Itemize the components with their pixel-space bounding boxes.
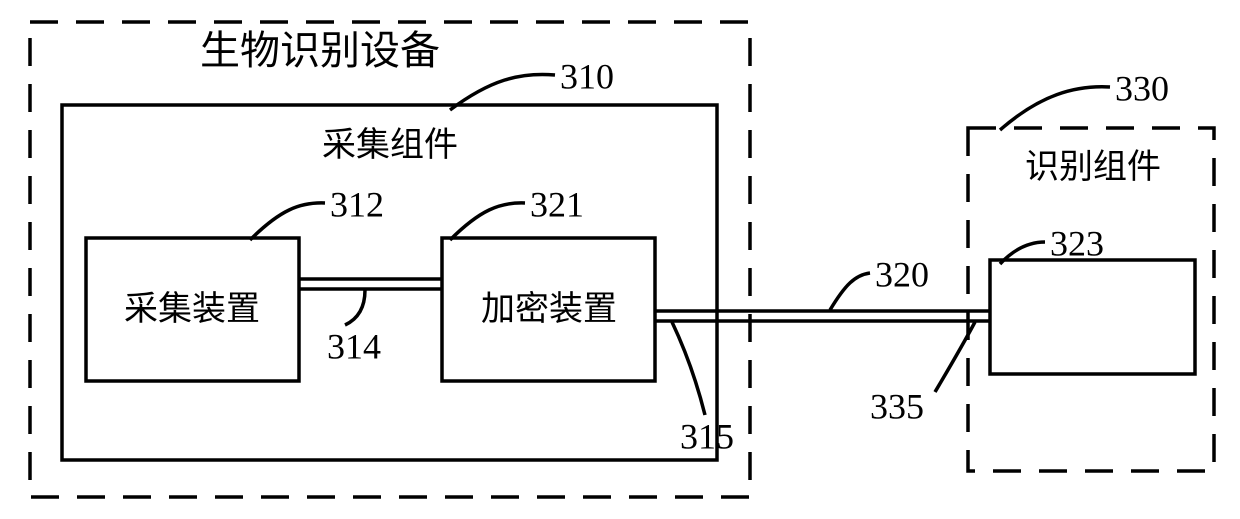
ref-314: 314 <box>327 326 381 366</box>
collect-component-label: 采集组件 <box>322 126 458 164</box>
leader-320 <box>830 273 870 310</box>
ref-323: 323 <box>1050 223 1104 263</box>
ref-321: 321 <box>530 184 584 224</box>
leader-314 <box>345 290 365 325</box>
bio-device-title: 生物识别设备 <box>200 28 440 73</box>
leader-330 <box>1000 87 1110 130</box>
block-diagram: 生物识别设备 310 采集组件 采集装置 312 加密装置 321 314 31… <box>0 0 1240 519</box>
ref-320: 320 <box>875 254 929 294</box>
encrypt-device-label: 加密装置 <box>481 290 617 328</box>
recog-component-label: 识别组件 <box>1025 148 1161 186</box>
ref-315: 315 <box>680 416 734 456</box>
ref-310: 310 <box>560 56 614 96</box>
ref-312: 312 <box>330 184 384 224</box>
ref-330: 330 <box>1115 68 1169 108</box>
leader-312 <box>250 203 325 240</box>
ref-335: 335 <box>870 386 924 426</box>
leader-315 <box>672 322 705 415</box>
leader-321 <box>450 203 525 240</box>
recog-inner-box <box>990 260 1195 374</box>
collect-device-label: 采集装置 <box>124 290 260 328</box>
bio-device-box <box>30 22 750 497</box>
